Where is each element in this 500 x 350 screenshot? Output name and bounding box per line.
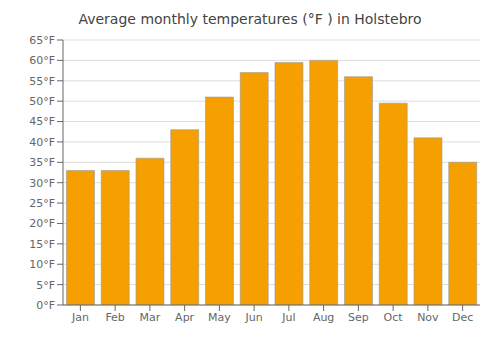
svg-text:5°F: 5°F: [36, 279, 55, 292]
svg-text:50°F: 50°F: [29, 95, 55, 108]
svg-text:Feb: Feb: [105, 311, 124, 324]
svg-text:55°F: 55°F: [29, 75, 55, 88]
svg-text:40°F: 40°F: [29, 136, 55, 149]
svg-text:Aug: Aug: [313, 311, 334, 324]
svg-text:25°F: 25°F: [29, 197, 55, 210]
svg-text:60°F: 60°F: [29, 54, 55, 67]
svg-text:Jan: Jan: [71, 311, 89, 324]
svg-text:35°F: 35°F: [29, 156, 55, 169]
svg-text:Mar: Mar: [139, 311, 160, 324]
svg-text:Apr: Apr: [175, 311, 195, 324]
svg-text:15°F: 15°F: [29, 238, 55, 251]
svg-text:Sep: Sep: [348, 311, 369, 324]
svg-text:20°F: 20°F: [29, 217, 55, 230]
svg-text:0°F: 0°F: [36, 299, 55, 312]
svg-text:45°F: 45°F: [29, 115, 55, 128]
svg-text:30°F: 30°F: [29, 177, 55, 190]
svg-text:Nov: Nov: [417, 311, 439, 324]
svg-text:May: May: [208, 311, 231, 324]
svg-text:Dec: Dec: [452, 311, 473, 324]
svg-text:10°F: 10°F: [29, 258, 55, 271]
svg-text:Jun: Jun: [245, 311, 263, 324]
svg-text:65°F: 65°F: [29, 34, 55, 47]
html-text:Average monthly temperatures (: Average monthly temperatures (°F ) in Ho…: [78, 11, 422, 27]
svg-text:Oct: Oct: [384, 311, 404, 324]
svg-text:Jul: Jul: [281, 311, 295, 324]
